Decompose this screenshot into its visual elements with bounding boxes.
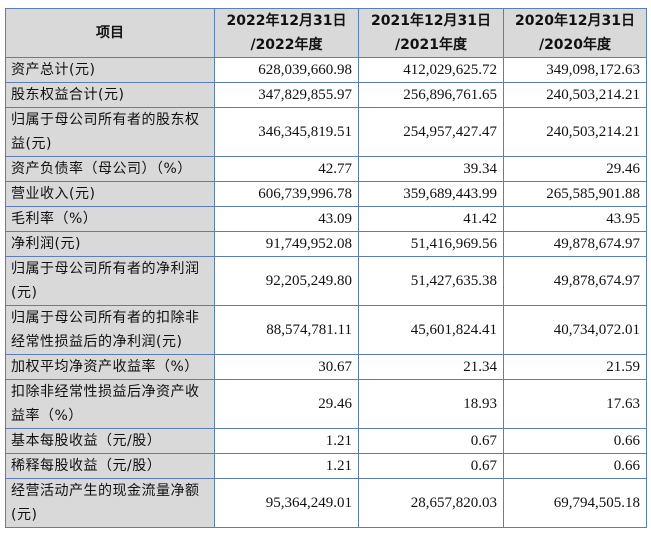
row-value-2020: 43.95 [503,206,647,232]
table-row: 归属于母公司所有者的净利润(元) 92,205,249.80 51,427,635.… [5,256,647,306]
row-value-2020: 240,503,214.21 [503,107,647,157]
row-label: 归属于母公司所有者的扣除非经常性损益后的净利润(元) [5,305,215,355]
row-value-2022: 91,749,952.08 [214,231,359,257]
header-2021: 2021年12月31日/2021年度 [358,8,504,58]
row-value-2020: 17.63 [503,379,647,429]
row-value-2021: 41.42 [358,206,504,232]
row-value-2022: 29.46 [214,379,359,429]
financial-summary-table: 项目 2022年12月31日/2022年度 2021年12月31日/2021年度… [5,8,647,528]
row-value-2022: 346,345,819.51 [214,107,359,157]
table-row: 营业收入(元) 606,739,996.78 359,689,443.99 265,5… [5,181,647,207]
row-value-2021: 256,896,761.65 [358,82,504,108]
row-value-2020: 0.66 [503,453,647,479]
row-value-2021: 28,657,820.03 [358,478,504,528]
row-label: 稀释每股收益（元/股） [5,453,215,479]
table-row: 稀释每股收益（元/股） 1.21 0.67 0.66 [5,453,647,479]
header-2021-year: /2021年度 [394,37,468,53]
row-value-2022: 43.09 [214,206,359,232]
row-value-2020: 349,098,172.63 [503,57,647,83]
row-label: 扣除非经常性损益后净资产收益率（%） [5,379,215,429]
row-label: 归属于母公司所有者的净利润(元) [5,256,215,306]
row-value-2022: 42.77 [214,156,359,182]
row-value-2022: 1.21 [214,428,359,454]
row-label: 营业收入(元) [5,181,215,207]
row-label: 毛利率（%） [5,206,215,232]
header-item: 项目 [5,8,215,58]
row-label: 加权平均净资产收益率（%） [5,354,215,380]
row-value-2020: 0.66 [503,428,647,454]
row-value-2020: 49,878,674.97 [503,256,647,306]
table-row: 基本每股收益（元/股） 1.21 0.67 0.66 [5,428,647,454]
row-value-2020: 69,794,505.18 [503,478,647,528]
row-label: 净利润(元) [5,231,215,257]
row-value-2021: 0.67 [358,453,504,479]
row-value-2020: 240,503,214.21 [503,82,647,108]
row-value-2022: 628,039,660.98 [214,57,359,83]
row-value-2020: 21.59 [503,354,647,380]
row-label: 资产总计(元) [5,57,215,83]
table-row: 归属于母公司所有者的股东权益(元) 346,345,819.51 254,957,4… [5,107,647,157]
row-value-2021: 0.67 [358,428,504,454]
header-2022-date: 2022年12月31日 [226,13,347,29]
row-value-2021: 45,601,824.41 [358,305,504,355]
row-value-2020: 29.46 [503,156,647,182]
table-row: 毛利率（%） 43.09 41.42 43.95 [5,206,647,232]
row-value-2020: 49,878,674.97 [503,231,647,257]
table-row: 归属于母公司所有者的扣除非经常性损益后的净利润(元) 88,574,781.11 4… [5,305,647,355]
header-2020-year: /2020年度 [538,37,612,53]
row-value-2021: 254,957,427.47 [358,107,504,157]
row-value-2021: 21.34 [358,354,504,380]
row-value-2022: 1.21 [214,453,359,479]
row-value-2021: 18.93 [358,379,504,429]
row-value-2021: 51,416,969.56 [358,231,504,257]
row-value-2021: 51,427,635.38 [358,256,504,306]
table-row: 经营活动产生的现金流量净额(元) 95,364,249.01 28,657,820.… [5,478,647,528]
row-label: 归属于母公司所有者的股东权益(元) [5,107,215,157]
row-value-2022: 606,739,996.78 [214,181,359,207]
row-label: 经营活动产生的现金流量净额(元) [5,478,215,528]
row-label: 基本每股收益（元/股） [5,428,215,454]
row-value-2021: 359,689,443.99 [358,181,504,207]
table-row: 加权平均净资产收益率（%） 30.67 21.34 21.59 [5,354,647,380]
row-value-2021: 412,029,625.72 [358,57,504,83]
row-value-2022: 347,829,855.97 [214,82,359,108]
header-2020-date: 2020年12月31日 [515,13,635,29]
header-2022: 2022年12月31日/2022年度 [214,8,359,58]
row-value-2020: 265,585,901.88 [503,181,647,207]
table-row: 资产总计(元) 628,039,660.98 412,029,625.72 349,0… [5,57,647,83]
header-2022-year: /2022年度 [250,37,323,53]
row-value-2022: 88,574,781.11 [214,305,359,355]
header-2021-date: 2021年12月31日 [371,13,491,29]
table-row: 股东权益合计(元) 347,829,855.97 256,896,761.65 240… [5,82,647,108]
header-row: 项目 2022年12月31日/2022年度 2021年12月31日/2021年度… [5,8,647,58]
row-label: 股东权益合计(元) [5,82,215,108]
table-row: 扣除非经常性损益后净资产收益率（%） 29.46 18.93 17.63 [5,379,647,429]
row-value-2022: 30.67 [214,354,359,380]
header-2020: 2020年12月31日/2020年度 [503,8,647,58]
row-value-2021: 39.34 [358,156,504,182]
table-row: 资产负债率（母公司）（%） 42.77 39.34 29.46 [5,156,647,182]
row-value-2022: 95,364,249.01 [214,478,359,528]
row-value-2020: 40,734,072.01 [503,305,647,355]
row-label: 资产负债率（母公司）（%） [5,156,215,182]
row-value-2022: 92,205,249.80 [214,256,359,306]
table-row: 净利润(元) 91,749,952.08 51,416,969.56 49,878,6… [5,231,647,257]
